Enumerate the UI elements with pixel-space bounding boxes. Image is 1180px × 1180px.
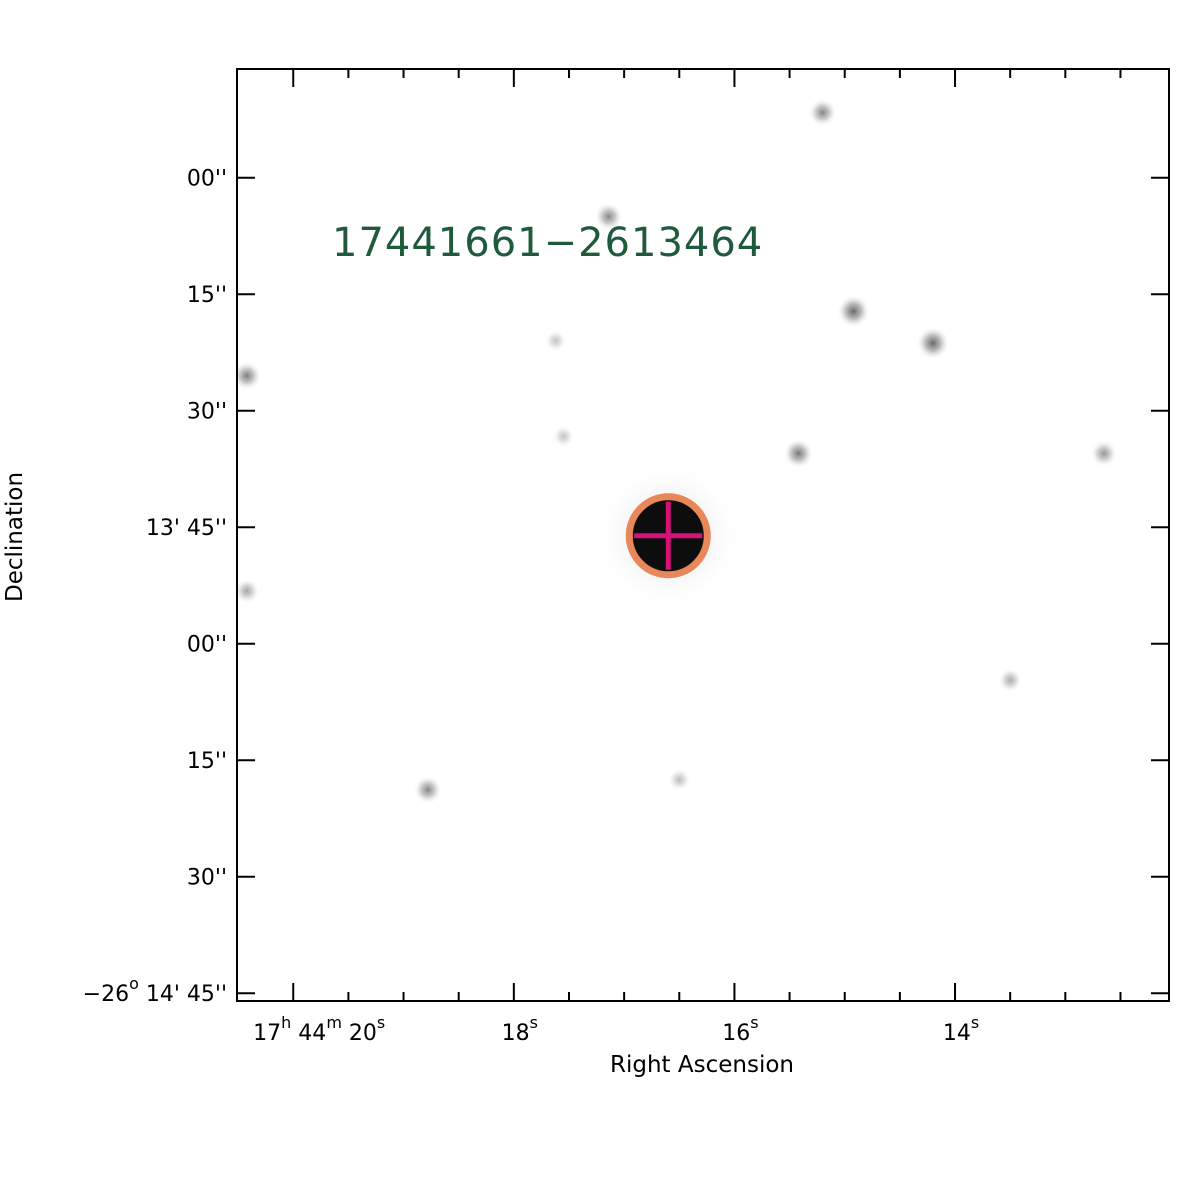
x-tick-labels: 17h 44m 20s 18s 16s 14s bbox=[253, 1013, 979, 1046]
y-tick-labels: 00'' 15'' 30'' 13' 45'' 00'' 15'' 30'' −26o 14'… bbox=[83, 167, 227, 1008]
field-star bbox=[1090, 439, 1118, 468]
field-star bbox=[836, 294, 871, 329]
field-star bbox=[916, 326, 950, 360]
target-layer bbox=[593, 460, 744, 611]
plot-frame bbox=[236, 68, 1170, 1002]
stars-layer bbox=[237, 98, 1118, 805]
x-tick-label: 18s bbox=[502, 1013, 538, 1046]
field-star bbox=[552, 425, 575, 448]
y-tick-label: −26o 14' 45'' bbox=[83, 974, 227, 1007]
y-tick-label: 00'' bbox=[187, 167, 227, 192]
field-star bbox=[594, 202, 624, 231]
field-star bbox=[237, 578, 260, 604]
x-tick-label: 16s bbox=[722, 1013, 758, 1046]
field-star bbox=[783, 438, 814, 469]
y-tick-label: 30'' bbox=[187, 866, 227, 891]
y-tick-label: 13' 45'' bbox=[146, 516, 227, 541]
field-star bbox=[413, 775, 443, 805]
field-star bbox=[237, 360, 262, 391]
y-axis-label: Declination bbox=[2, 472, 28, 602]
x-tick-label: 17h 44m 20s bbox=[253, 1013, 385, 1046]
sky-image bbox=[237, 69, 1169, 1001]
x-tick-label: 14s bbox=[943, 1013, 979, 1046]
x-axis-label: Right Ascension bbox=[610, 1052, 794, 1078]
y-tick-label: 15'' bbox=[187, 749, 227, 774]
y-tick-label: 30'' bbox=[187, 400, 227, 425]
y-tick-label: 00'' bbox=[187, 633, 227, 658]
y-tick-label: 15'' bbox=[187, 283, 227, 308]
field-star bbox=[997, 667, 1023, 693]
field-star bbox=[667, 768, 691, 792]
target-circle-marker bbox=[625, 493, 711, 579]
field-star bbox=[808, 98, 838, 127]
field-star bbox=[544, 329, 567, 353]
ticks-layer bbox=[237, 69, 1169, 1001]
source-name-label: 17441661−2613464 bbox=[332, 220, 763, 266]
